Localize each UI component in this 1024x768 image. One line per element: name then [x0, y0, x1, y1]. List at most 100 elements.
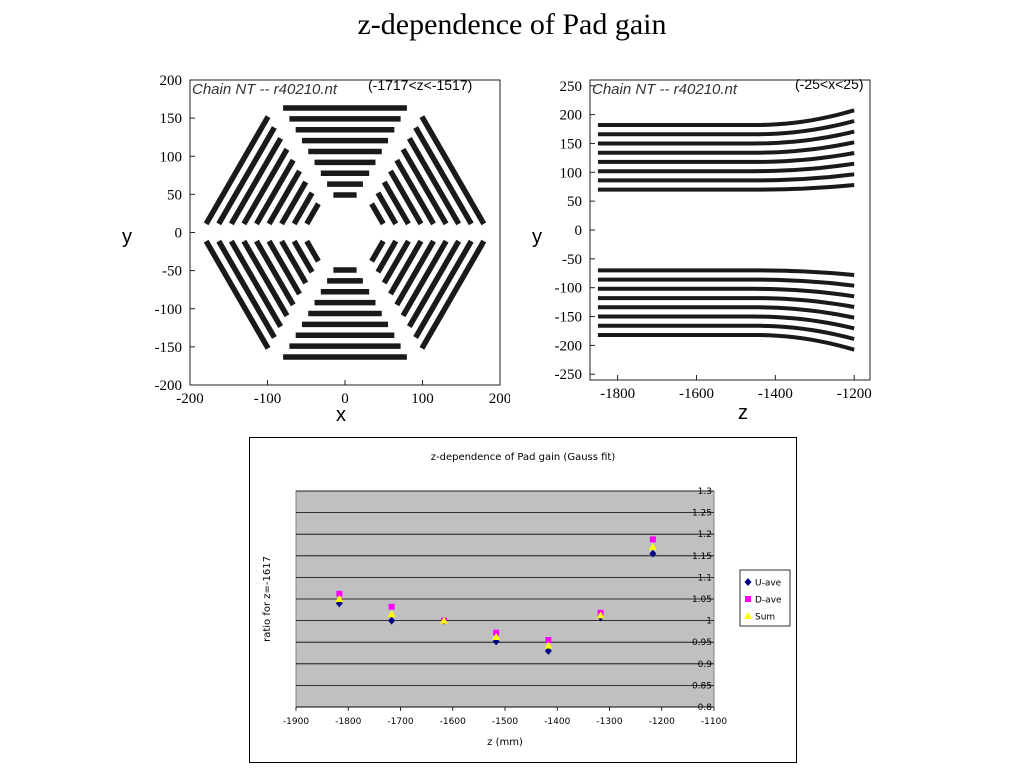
chart-title: z-dependence of Pad gain (Gauss fit): [431, 452, 616, 463]
right-scan-svg: Chain NT -- r40210.nt 250 200 150 100 50 0 -50…: [555, 79, 872, 402]
legend-marker-D-ave: [745, 596, 751, 602]
left-scan-svg: Chain NT -- r40210.nt 200 150 100 50 0 -50 -10…: [155, 73, 511, 407]
x-tick-4: -1500: [492, 717, 518, 727]
left-x-tick-1: -100: [254, 391, 282, 407]
x-tick-labels: -1900 -1800 -1700 -1600 -1500 -1400 -1300 -1200…: [283, 706, 727, 727]
point-D-ave-6: [649, 536, 656, 543]
y-tick-6: 1: [706, 617, 712, 627]
y-tick-4: 1.1: [698, 573, 712, 583]
left-x-tick-3: 100: [411, 391, 434, 407]
left-x-tick-labels: -200 -100 0 100 200: [176, 380, 510, 407]
point-Sum-4: [544, 641, 553, 649]
point-Sum-0: [335, 595, 344, 602]
point-D-ave-4: [545, 637, 552, 644]
hex-sector-5: [203, 115, 321, 226]
x-axis-label: z (mm): [487, 737, 523, 748]
pad-row-upper-7: [597, 108, 855, 127]
pad-row-upper-4: [597, 140, 855, 155]
pad-row-lower-0: [597, 268, 855, 277]
x-tick-2: -1700: [387, 717, 413, 727]
x-tick-8: -1100: [701, 717, 727, 727]
legend: U-ave D-ave Sum: [739, 569, 791, 627]
left-y-tick-0: 200: [160, 73, 183, 89]
pad-row-lower-2: [597, 286, 855, 299]
pad-row-lower-6: [597, 323, 855, 341]
right-x-tick-labels: -1800 -1600 -1400 -1200: [600, 375, 872, 402]
legend-marker-Sum: [744, 612, 752, 619]
right-y-tick-6: -50: [562, 252, 582, 268]
x-tick-3: -1600: [440, 717, 466, 727]
y-tick-9: 0.85: [692, 681, 712, 691]
right-scan-header: Chain NT -- r40210.nt: [592, 81, 738, 98]
left-y-tick-4: 0: [175, 226, 183, 242]
legend-label-Sum: Sum: [755, 613, 775, 623]
pad-row-lower-4: [597, 305, 855, 320]
hex-sector-4: [203, 239, 321, 350]
y-tick-1: 1.25: [692, 509, 712, 519]
right-x-tick-3: -1200: [837, 386, 872, 402]
point-Sum-5: [596, 611, 605, 619]
right-y-tick-9: -200: [555, 338, 583, 354]
x-tick-5: -1400: [544, 717, 570, 727]
left-x-axis-label: x: [336, 404, 346, 426]
left-y-tick-labels: 200 150 100 50 0 -50 -100 -150 -200: [155, 73, 195, 394]
gain-chart: z-dependence of Pad gain (Gauss fit) 1.3…: [249, 437, 797, 763]
pad-row-upper-1: [597, 172, 855, 183]
x-tick-6: -1300: [596, 717, 622, 727]
right-x-tick-0: -1800: [600, 386, 635, 402]
legend-label-U-ave: U-ave: [755, 579, 782, 589]
legend-label-D-ave: D-ave: [755, 596, 782, 606]
right-scan-plot: Chain NT -- r40210.nt 250 200 150 100 50 0 -50…: [530, 70, 880, 410]
pad-row-upper-3: [597, 151, 855, 164]
right-y-tick-0: 250: [560, 79, 583, 95]
y-tick-3: 1.15: [692, 552, 712, 562]
x-tick-0: -1900: [283, 717, 309, 727]
point-Sum-2: [439, 616, 448, 624]
y-tick-5: 1.05: [692, 595, 712, 605]
left-y-axis-label: y: [122, 226, 132, 248]
pad-row-upper-5: [597, 129, 855, 146]
x-tick-1: -1800: [335, 717, 361, 727]
right-x-tick-2: -1400: [758, 386, 793, 402]
x-tick-7: -1200: [649, 717, 675, 727]
pad-row-lower-7: [597, 333, 855, 352]
left-y-tick-3: 50: [167, 187, 182, 203]
left-y-tick-1: 150: [160, 111, 183, 127]
right-y-tick-10: -250: [555, 367, 583, 383]
left-y-tick-2: 100: [160, 149, 183, 165]
hex-sector-3: [283, 267, 407, 360]
left-x-tick-4: 200: [489, 391, 510, 407]
point-D-ave-0: [336, 590, 343, 597]
point-D-ave-1: [388, 603, 395, 610]
right-y-tick-7: -100: [555, 281, 583, 297]
right-y-tick-8: -150: [555, 310, 583, 326]
point-U-ave-4: [544, 646, 552, 655]
hex-sector-0: [283, 105, 407, 198]
left-y-tick-5: -50: [162, 264, 182, 280]
left-scan-plot: Chain NT -- r40210.nt 200 150 100 50 0 -50 -10…: [130, 70, 511, 420]
hexagon-pads: [203, 105, 487, 360]
pad-row-upper-2: [597, 161, 855, 174]
y-tick-7: 0.95: [692, 638, 712, 648]
y-tick-2: 1.2: [698, 530, 712, 540]
right-y-tick-1: 200: [560, 108, 583, 124]
y-tick-10: 0.8: [698, 703, 713, 713]
gain-chart-svg: z-dependence of Pad gain (Gauss fit) 1.3…: [262, 452, 791, 748]
right-y-tick-labels: 250 200 150 100 50 0 -50 -100 -150 -200 -250: [555, 79, 595, 383]
right-y-tick-4: 50: [567, 194, 582, 210]
point-D-ave-3: [493, 629, 500, 636]
pad-row-lower-5: [597, 314, 855, 331]
right-x-tick-1: -1600: [679, 386, 714, 402]
point-U-ave-6: [649, 549, 657, 558]
right-y-axis-label: y: [532, 226, 542, 248]
left-scan-header: Chain NT -- r40210.nt: [192, 81, 338, 98]
y-axis-label: ratio for z=-1617: [262, 556, 273, 642]
left-y-tick-8: -200: [155, 378, 183, 394]
y-tick-0: 1.3: [698, 487, 712, 497]
pad-row-upper-6: [597, 119, 855, 137]
point-Sum-3: [492, 633, 501, 641]
data-points: [335, 536, 657, 655]
hex-sector-2: [369, 239, 487, 350]
slide-title: z-dependence of Pad gain: [357, 8, 667, 41]
pad-row-lower-3: [597, 296, 855, 309]
